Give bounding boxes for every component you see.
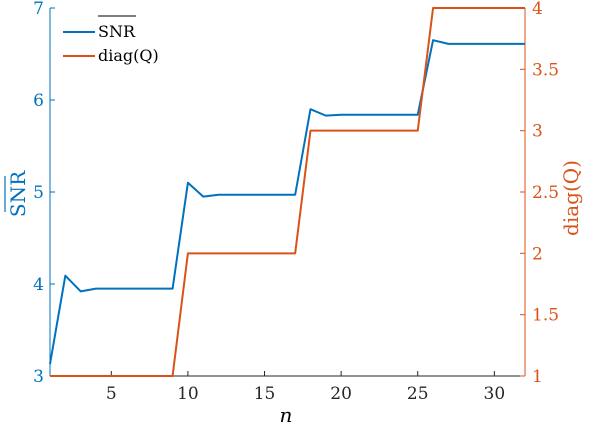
x-tick-label: 30 [484,384,506,404]
left-tick-label: 4 [33,275,44,295]
left-tick-label: 5 [33,183,44,203]
right-tick-label: 2.5 [532,183,559,203]
x-tick-label: 15 [254,384,276,404]
left-tick-label: 6 [33,91,44,111]
right-tick-label: 1.5 [532,306,559,326]
right-axis-title: diag(Q) [559,160,583,236]
x-tick-label: 25 [407,384,429,404]
left-axis-title-text: SNR [6,170,30,217]
right-tick-label: 2 [532,244,543,264]
legend-label-snr: SNR [98,22,136,41]
left-axis-title: SNR [4,170,30,217]
series-layer [49,7,525,377]
right-tick-label: 3 [532,122,543,142]
x-tick-label: 10 [177,384,199,404]
series-line-snr [49,39,525,365]
x-tick-label: 5 [106,384,117,404]
left-tick-label: 7 [33,0,44,19]
legend-label-q: diag(Q) [98,46,159,65]
ticks-layer: 5 10 15 20 25 30 3 4 5 6 7 1 1.5 2 2.5 3 3.5 4 [33,0,559,404]
right-tick-label: 3.5 [532,60,559,80]
x-tick-label: 20 [330,384,352,404]
x-axis-title: n [280,403,293,427]
series-line-diag-q [50,7,525,377]
left-tick-label: 3 [33,367,44,387]
legend: SNR diag(Q) [63,15,159,65]
right-tick-label: 1 [532,367,543,387]
right-tick-label: 4 [532,0,543,19]
